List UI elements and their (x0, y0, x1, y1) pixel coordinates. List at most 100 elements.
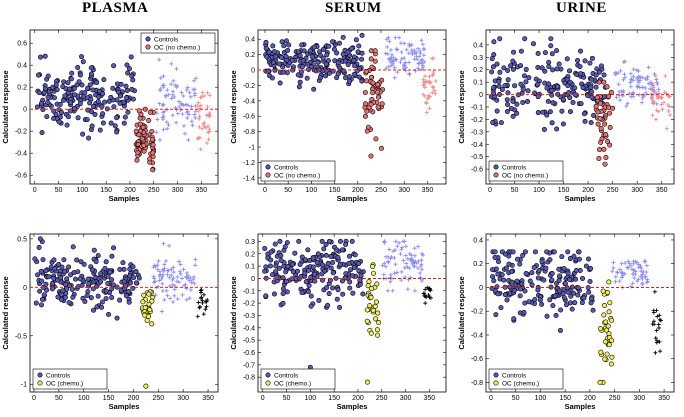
y-tick-label: 0 (23, 285, 27, 292)
data-point-control (120, 260, 126, 266)
data-point-control (518, 48, 524, 54)
data-point-oc_chemo (375, 310, 381, 316)
data-point-control (97, 279, 103, 285)
data-point-control (43, 281, 49, 287)
data-point-control (320, 55, 326, 61)
data-point-control (578, 48, 584, 54)
y-axis-label: Calculated response (1, 276, 10, 349)
data-point-control (514, 278, 520, 284)
data-point-control (94, 79, 100, 85)
data-point-control (292, 250, 298, 256)
data-point-oc_chemo (368, 294, 374, 300)
legend-label: Controls (154, 36, 179, 43)
data-point-oc_chemo (371, 270, 377, 276)
data-point-control (115, 89, 121, 95)
y-tick-label: -0.2 (15, 129, 27, 136)
data-point-control (263, 39, 269, 45)
data-point-control (530, 41, 536, 47)
data-point-oc_no_chemo (375, 82, 381, 88)
data-point-oc_no_chemo (606, 93, 612, 99)
data-point-control (118, 81, 124, 87)
data-point-control (280, 286, 286, 292)
data-point-control (297, 261, 303, 267)
data-point-control (69, 70, 75, 76)
x-tick-label: 100 (306, 187, 318, 194)
y-tick-label: -0.4 (243, 98, 255, 105)
data-point-oc_chemo (372, 316, 378, 322)
data-point-control (589, 76, 595, 82)
data-point-control (268, 257, 274, 263)
data-point-control (100, 120, 106, 126)
data-point-control (502, 292, 508, 298)
data-point-control (62, 294, 68, 300)
x-tick-label: 300 (172, 187, 184, 194)
legend-label: Controls (274, 164, 299, 171)
x-tick-label: 50 (55, 395, 63, 402)
data-point-oc_chemo (598, 349, 604, 355)
data-point-control (558, 307, 564, 313)
y-tick-label: -0.2 (471, 117, 483, 124)
data-point-control (507, 63, 513, 69)
data-point-oc_no_chemo (595, 121, 601, 127)
data-point-control (101, 77, 107, 83)
data-point-control (280, 300, 286, 306)
data-point-control (263, 264, 269, 270)
data-point-control (539, 65, 545, 71)
data-point-control (306, 283, 312, 289)
data-point-control (126, 66, 132, 72)
data-point-control (335, 287, 341, 293)
legend-marker (493, 380, 499, 386)
data-point-control (264, 54, 270, 60)
data-point-oc_chemo (141, 292, 147, 298)
data-point-control (310, 255, 316, 261)
data-point-control (280, 275, 286, 281)
data-point-control (545, 98, 551, 104)
data-point-control (283, 269, 289, 275)
data-point-control (273, 263, 279, 269)
legend-box (260, 160, 336, 182)
data-point-control (281, 247, 287, 253)
data-point-control (305, 247, 311, 253)
x-tick-label: 200 (352, 395, 364, 402)
data-point-oc_no_chemo (137, 121, 143, 127)
data-point-control (41, 292, 47, 298)
y-tick-label: -1 (21, 382, 27, 389)
data-point-control (59, 264, 65, 270)
data-point-control (296, 238, 302, 244)
data-point-control (489, 56, 495, 62)
data-point-control (304, 75, 310, 81)
x-tick-label: 300 (398, 187, 410, 194)
legend-label: OC (chemo.) (46, 380, 83, 387)
x-tick-label: 150 (100, 187, 112, 194)
data-point-oc_chemo (140, 299, 146, 305)
data-point-control (123, 83, 129, 89)
data-point-oc_chemo (366, 279, 372, 285)
data-point-control (108, 94, 114, 100)
data-point-control (569, 306, 575, 312)
data-point-control (112, 123, 118, 129)
data-point-control (521, 309, 527, 315)
data-point-control (560, 291, 566, 297)
data-point-control (549, 88, 555, 94)
x-tick-label: 250 (376, 395, 388, 402)
data-point-control (492, 255, 498, 261)
data-point-control (540, 109, 546, 115)
data-point-control (117, 297, 123, 303)
data-point-control (518, 63, 524, 69)
data-point-control (111, 245, 117, 251)
data-point-control (312, 271, 318, 277)
data-point-control (133, 280, 139, 286)
y-tick-label: -0.6 (15, 173, 27, 180)
data-point-control (567, 300, 573, 306)
y-tick-label: -0.6 (471, 356, 483, 363)
data-point-control (340, 34, 346, 40)
legend-label: Controls (46, 372, 71, 379)
data-point-control (553, 312, 559, 318)
data-point-control (99, 304, 105, 310)
data-point-control (109, 253, 115, 259)
data-point-control (99, 103, 105, 109)
data-point-oc_chemo (603, 319, 609, 325)
data-point-control (359, 50, 365, 56)
data-point-control (522, 288, 528, 294)
data-point-control (44, 287, 50, 293)
